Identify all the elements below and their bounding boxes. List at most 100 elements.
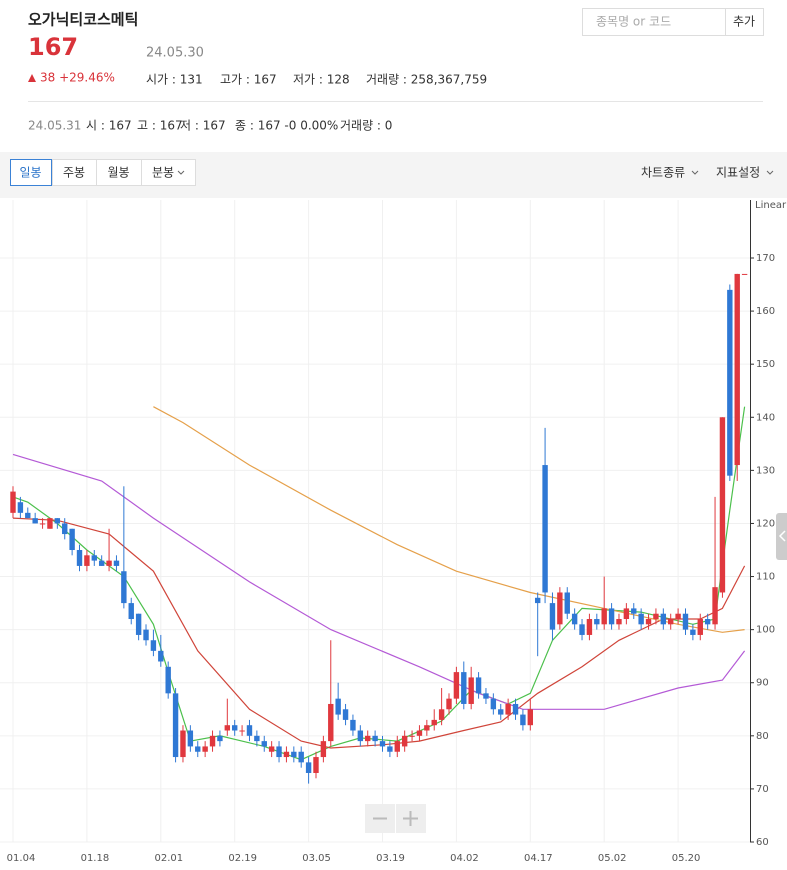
candle-body [719, 417, 726, 593]
x-tick-label: 03.19 [376, 853, 405, 864]
menu[interactable]: 지표설정 [716, 166, 760, 180]
candle-body [313, 757, 319, 773]
candle-body [69, 528, 75, 550]
chevron [177, 170, 185, 175]
search-box[interactable] [582, 8, 764, 36]
latest-stat: 저 : 167 [180, 119, 226, 133]
candle-body [47, 518, 53, 529]
candle-body [261, 741, 267, 747]
x-tick-label: 05.20 [672, 853, 701, 864]
candle-body [534, 597, 541, 604]
menu[interactable]: 차트종류 [641, 166, 685, 180]
candle-body [254, 735, 260, 742]
period-label: 일봉 [19, 166, 41, 180]
candle-body [431, 719, 437, 726]
candle-body [675, 613, 681, 620]
candle-body [682, 613, 689, 630]
candle-body [298, 751, 304, 763]
candle-body [335, 698, 341, 715]
candle-body [180, 730, 186, 758]
candle-body [202, 746, 208, 752]
candle-body [571, 613, 578, 625]
candle-body [268, 746, 275, 752]
candle-body [697, 619, 703, 635]
x-tick-label: 01.18 [81, 853, 110, 864]
candle-body [712, 587, 718, 625]
y-tick-label: 150 [756, 359, 775, 370]
period-label: 월봉 [107, 166, 129, 180]
x-tick-label: 02.01 [154, 853, 183, 864]
candle-body [165, 666, 171, 694]
candle-body [623, 608, 630, 620]
candle-body [542, 465, 548, 593]
candle-body [350, 719, 356, 731]
price: 167 [28, 33, 78, 61]
candle-body [172, 693, 179, 758]
latest-stat: 시 : 167 [86, 119, 132, 133]
candle-body [557, 592, 563, 625]
change: 38 +29.46% [40, 71, 115, 85]
period-tab[interactable] [96, 159, 142, 186]
candle-body [520, 714, 526, 726]
y-tick-label: 70 [756, 784, 769, 795]
search-placeholder: 종목명 or 코드 [596, 15, 671, 29]
candle-body [424, 725, 430, 731]
candle-body [594, 619, 600, 625]
candle-body [608, 608, 615, 625]
candle-body [113, 560, 120, 566]
candle-body [727, 289, 733, 476]
candle-body [401, 735, 408, 747]
candle-body [84, 555, 90, 566]
candle-body [438, 709, 445, 720]
period-tab[interactable] [52, 159, 97, 186]
candle-body [505, 703, 511, 715]
candle-body [490, 698, 497, 710]
latest-stat: 거래량 : 0 [340, 119, 392, 133]
candle-body [91, 555, 97, 561]
period-tab[interactable] [141, 159, 196, 186]
candle-body [32, 518, 38, 524]
candle-body [475, 677, 482, 694]
candle-body [150, 640, 157, 651]
candle-body [394, 741, 400, 752]
candle-body [631, 608, 637, 614]
candle-body [446, 698, 452, 710]
candle-body [461, 672, 467, 704]
candle-body [653, 613, 659, 620]
latest-stat: 종 : 167 -0 0.00% [235, 119, 338, 133]
candle-body [586, 619, 593, 635]
candle-body [483, 693, 489, 699]
candle-body [135, 613, 142, 635]
candle-body [239, 730, 245, 732]
candle-body [10, 491, 16, 513]
candle-body [98, 560, 105, 566]
candle-body [638, 613, 644, 625]
candle-body [342, 709, 349, 720]
stat: 시가 : 131 [146, 73, 203, 87]
x-tick-label: 01.04 [7, 853, 36, 864]
candle-body [365, 735, 371, 742]
candle-body [25, 512, 31, 519]
x-tick-label: 05.02 [598, 853, 627, 864]
candle-body [416, 730, 423, 736]
period-tab[interactable] [10, 159, 52, 186]
candle-body [121, 571, 127, 604]
candle-body [276, 746, 282, 758]
candle-body [232, 725, 238, 731]
candle-body [379, 741, 386, 747]
y-tick-label: 80 [756, 731, 769, 742]
y-tick-label: 160 [756, 306, 775, 317]
chevron [691, 170, 699, 175]
y-tick-label: 60 [756, 837, 769, 848]
candle-body [741, 273, 748, 275]
chevron [766, 170, 774, 175]
add-button[interactable]: 추가 [733, 15, 755, 29]
candle-body [305, 762, 312, 773]
x-tick-label: 03.05 [302, 853, 331, 864]
candle-body [734, 273, 740, 466]
candle-body [468, 677, 474, 704]
candle-body [54, 518, 61, 524]
candle-body [143, 629, 149, 641]
candle-body [291, 751, 297, 758]
period-label: 분봉 [152, 166, 174, 180]
